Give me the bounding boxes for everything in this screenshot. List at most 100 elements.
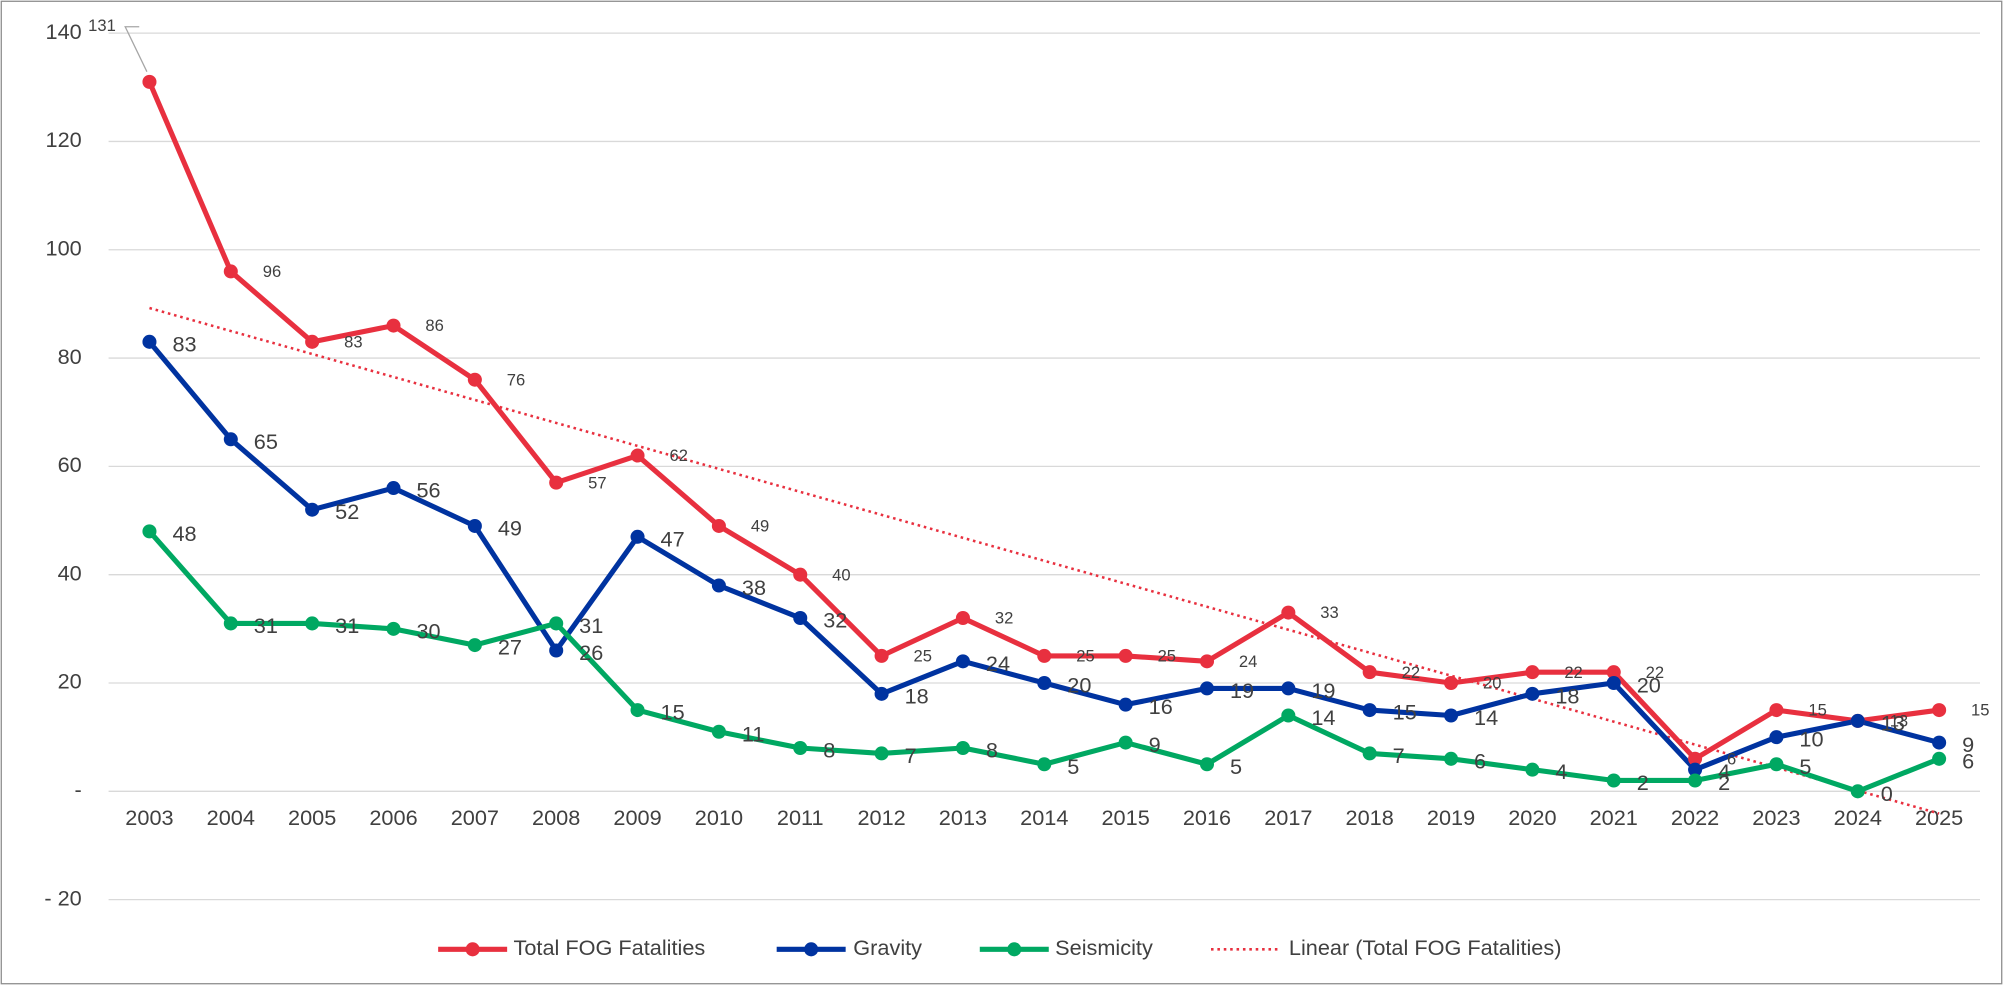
data-point (1606, 675, 1621, 691)
data-point (874, 686, 889, 701)
data-label: 22 (1646, 663, 1664, 682)
data-label: 10 (1799, 727, 1823, 752)
data-label: 32 (995, 609, 1013, 628)
data-point (630, 448, 645, 463)
data-label: 20 (1067, 673, 1091, 698)
data-label: 56 (416, 478, 440, 503)
data-label: 20 (1483, 674, 1501, 693)
data-label: 8 (986, 738, 998, 763)
y-tick-label: 100 (46, 236, 82, 261)
data-label: 4 (1555, 759, 1567, 784)
data-point (1037, 675, 1052, 691)
legend-label: Linear (Total FOG Fatalities) (1289, 935, 1562, 960)
x-tick-label: 2014 (1020, 805, 1068, 830)
data-point (1199, 654, 1215, 669)
data-label: 13 (1881, 710, 1905, 735)
data-point (1850, 713, 1865, 728)
data-label: 24 (1239, 652, 1257, 671)
data-label: 83 (172, 331, 196, 356)
data-point (711, 578, 726, 593)
x-tick-label: 2010 (695, 805, 743, 830)
data-label: 14 (1311, 705, 1335, 730)
data-label: 26 (579, 640, 603, 665)
x-tick-label: 2013 (939, 805, 987, 830)
data-label: 22 (1564, 663, 1582, 682)
data-point (1606, 665, 1621, 680)
data-point (467, 518, 482, 533)
data-point (1362, 703, 1377, 718)
data-label: 15 (1808, 701, 1826, 720)
y-tick-label: 80 (58, 344, 82, 369)
data-point (1606, 773, 1621, 788)
data-point (549, 475, 564, 490)
data-point (1281, 708, 1296, 723)
legend-marker (804, 942, 819, 957)
data-point (1932, 735, 1947, 750)
data-point (223, 432, 238, 447)
x-tick-label: 2009 (613, 805, 661, 830)
data-point (874, 648, 889, 663)
data-label: 15 (1971, 701, 1989, 720)
y-tick-label: 60 (58, 452, 82, 477)
data-label: 32 (823, 608, 847, 633)
x-tick-label: 2012 (857, 805, 905, 830)
data-point (1525, 686, 1540, 701)
data-point (1688, 751, 1703, 766)
data-point (142, 74, 157, 89)
data-label: 49 (751, 517, 769, 536)
data-point (467, 372, 482, 387)
data-label: 2 (1637, 770, 1649, 795)
x-tick-label: 2004 (207, 805, 255, 830)
data-point (1525, 762, 1540, 777)
data-label: 65 (254, 429, 278, 454)
data-label: 22 (1402, 663, 1420, 682)
data-label: 2 (1718, 770, 1730, 795)
data-point (955, 654, 970, 669)
legend-label: Gravity (853, 935, 922, 960)
data-label: 4 (1718, 759, 1730, 784)
x-tick-label: 2024 (1834, 805, 1882, 830)
x-tick-label: 2006 (369, 805, 417, 830)
data-label: 76 (507, 370, 525, 389)
data-label: 27 (498, 635, 522, 660)
y-tick-label: - 20 (44, 885, 81, 910)
data-point (1281, 681, 1296, 696)
data-label: 52 (335, 499, 359, 524)
data-point (467, 638, 482, 653)
legend-marker (1007, 942, 1022, 957)
data-point (142, 524, 157, 539)
data-label: 15 (661, 700, 685, 725)
data-label: 30 (416, 618, 440, 643)
data-label: 62 (669, 446, 687, 465)
data-point (1281, 605, 1296, 620)
x-tick-label: 2005 (288, 805, 336, 830)
y-tick-label: 20 (58, 669, 82, 694)
legend-marker (465, 942, 480, 957)
data-point (305, 334, 320, 349)
data-point (1444, 675, 1459, 691)
data-point (1037, 757, 1052, 772)
data-point (793, 740, 808, 755)
data-point (305, 616, 320, 631)
data-label: 11 (742, 721, 765, 746)
y-tick-label: 120 (46, 127, 82, 152)
data-point (1037, 648, 1052, 663)
data-label: 25 (1158, 647, 1176, 666)
data-label: 25 (1076, 647, 1094, 666)
data-point (793, 567, 808, 582)
data-label: 24 (986, 651, 1010, 676)
data-point (793, 611, 808, 626)
data-label: 31 (579, 613, 603, 638)
data-label: 31 (335, 613, 359, 638)
data-point (1850, 784, 1865, 799)
data-point (955, 740, 970, 755)
data-point (1769, 703, 1784, 718)
data-label: 19 (1230, 678, 1254, 703)
data-point (874, 746, 889, 761)
data-point (1362, 665, 1377, 680)
data-point (549, 643, 564, 658)
data-point (386, 481, 401, 496)
data-label: 7 (905, 743, 917, 768)
data-point (142, 334, 157, 349)
